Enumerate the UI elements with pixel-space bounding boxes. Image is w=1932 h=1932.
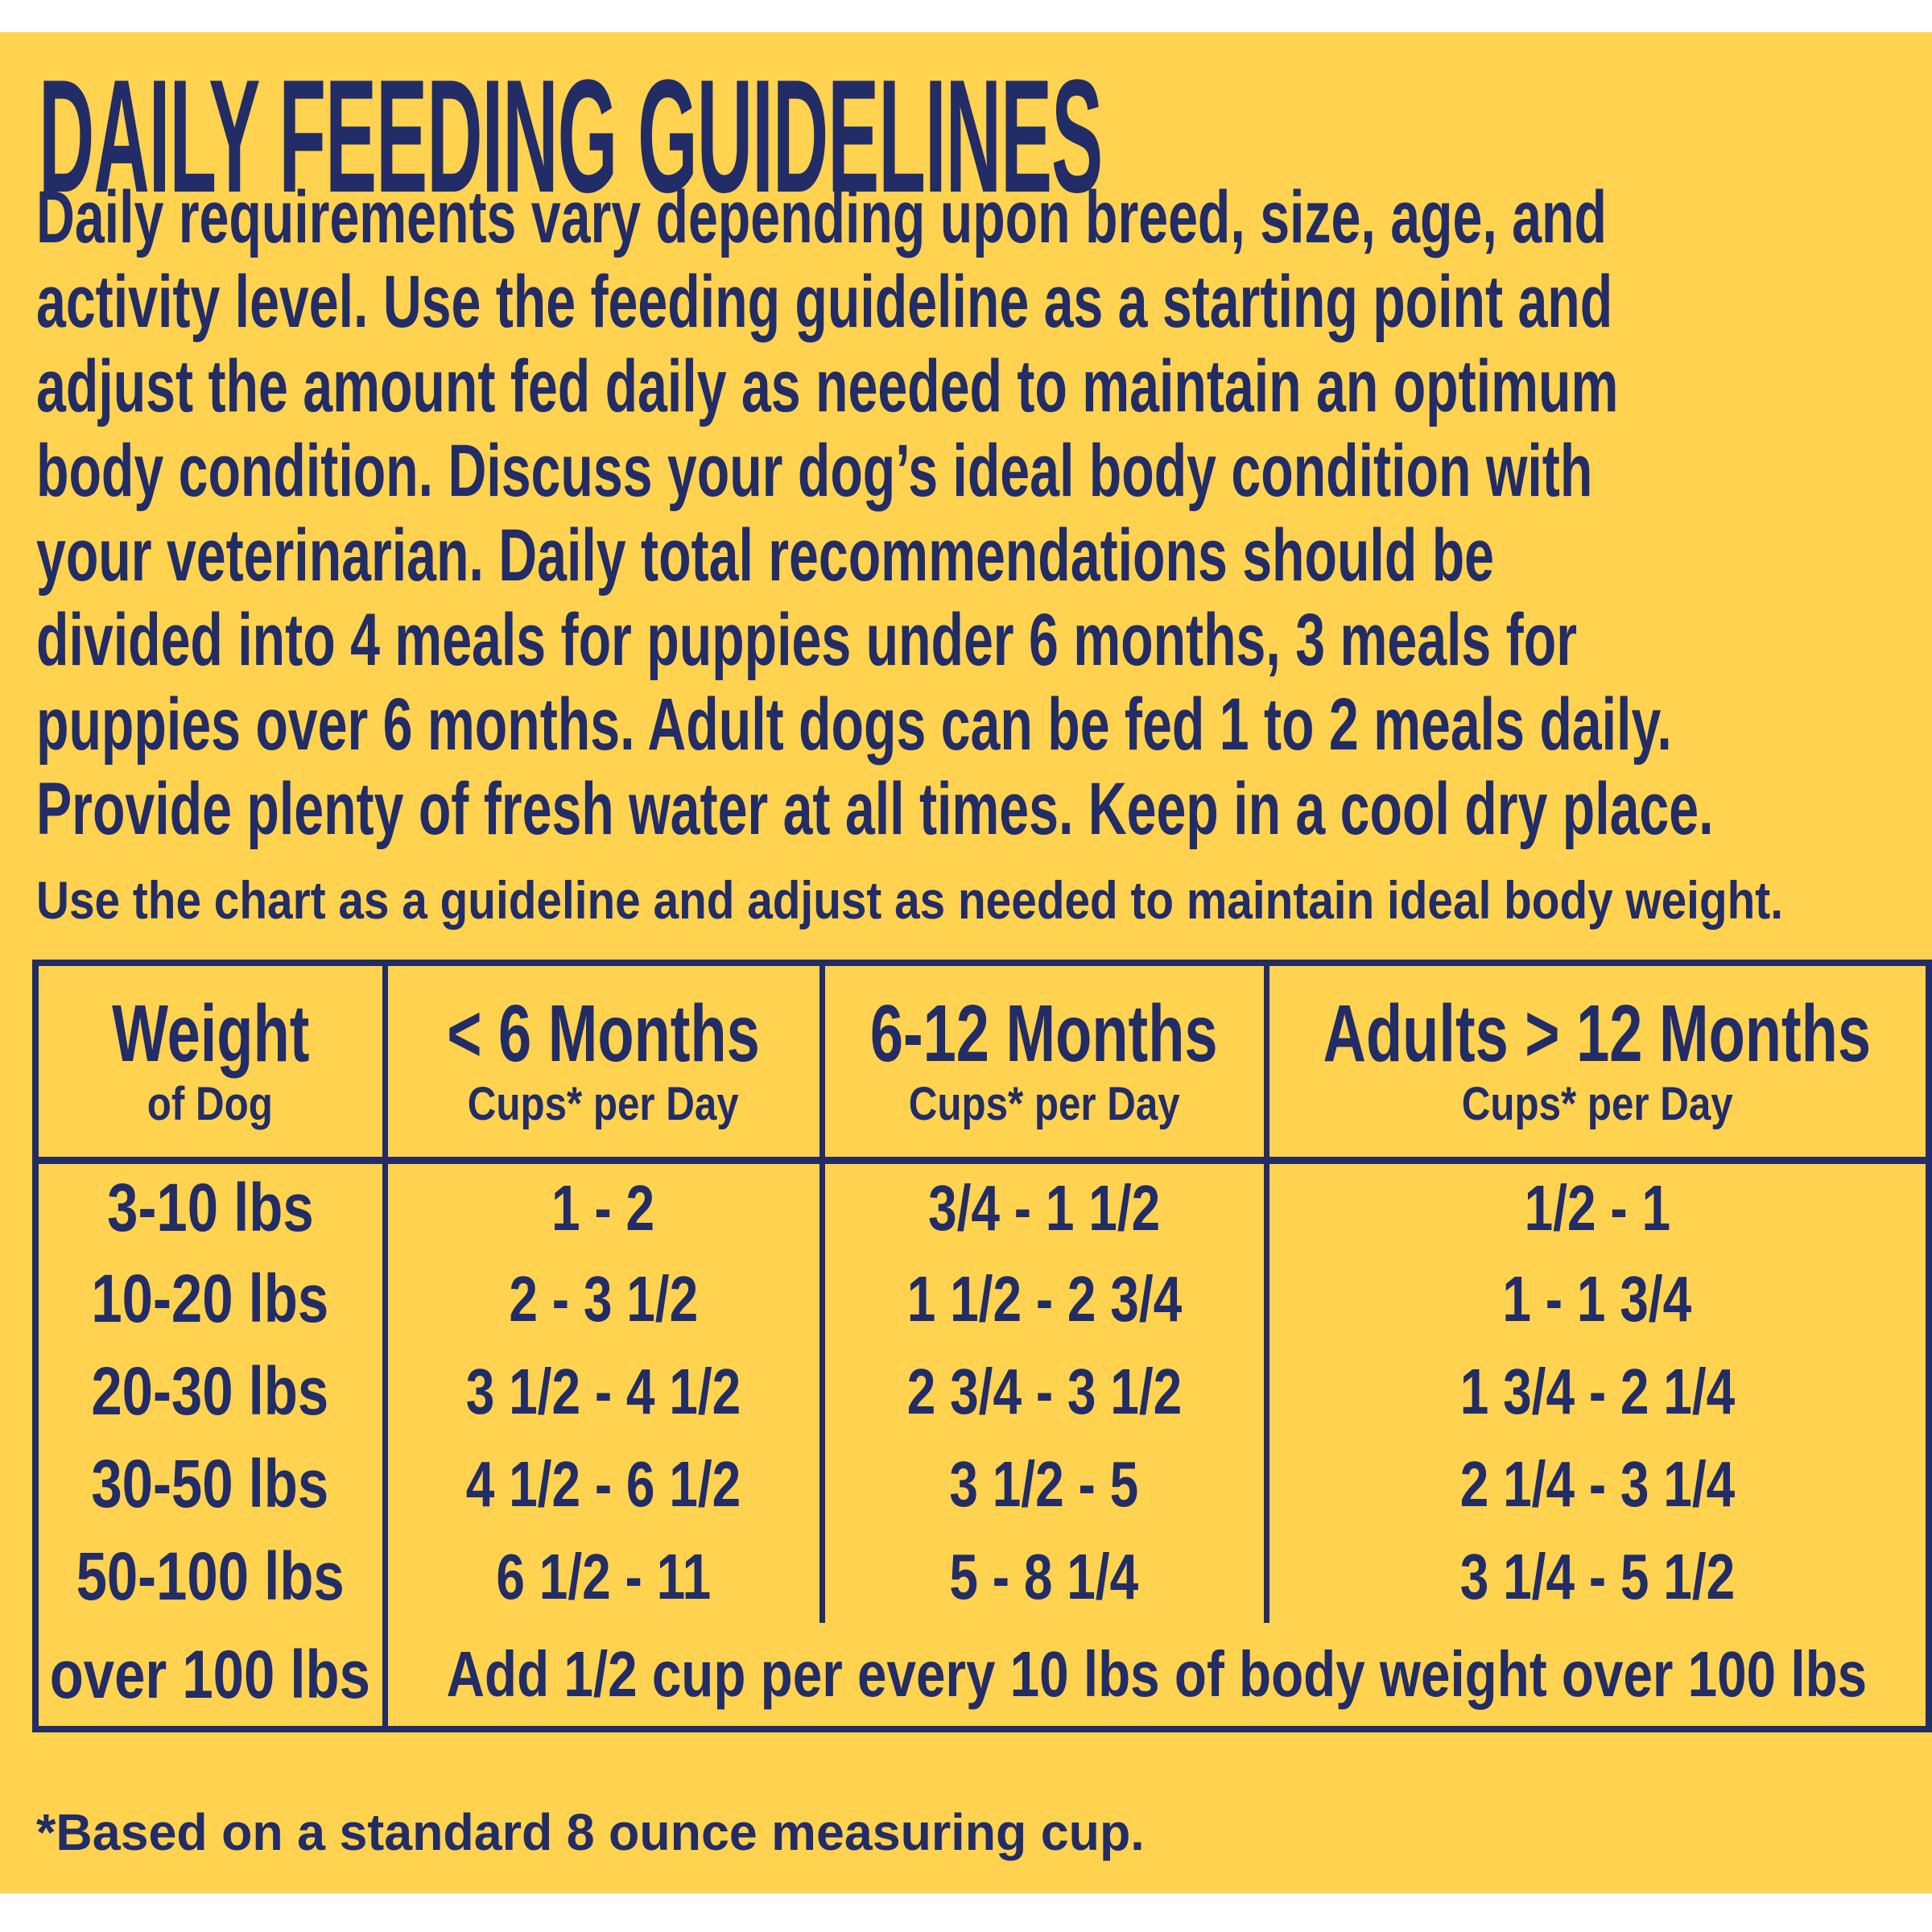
- over-100-note-cell: Add 1/2 cup per every 10 lbs of body wei…: [382, 1623, 1932, 1729]
- header-label: Adults > 12 Months: [1323, 989, 1872, 1080]
- column-header-under-6-months: < 6 Months Cups* per Day: [382, 963, 825, 1164]
- column-header-adults: Adults > 12 Months Cups* per Day: [1263, 963, 1932, 1164]
- header-row: Weight of Dog < 6 Months Cups* per Day 6…: [32, 963, 1932, 1164]
- intro-line: Provide plenty of fresh water at all tim…: [36, 768, 1714, 850]
- intro-line: puppies over 6 months. Adult dogs can be…: [36, 683, 1672, 766]
- table-row: 10-20 lbs 2 - 3 1/2 1 1/2 - 2 3/4 1 - 1 …: [32, 1253, 1932, 1345]
- column-header-weight: Weight of Dog: [32, 963, 388, 1164]
- column-header-6-12-months: 6-12 Months Cups* per Day: [819, 963, 1269, 1164]
- value-cell: 4 1/2 - 6 1/2: [382, 1438, 825, 1530]
- header-sublabel: Cups* per Day: [468, 1078, 739, 1131]
- table-row: 20-30 lbs 3 1/2 - 4 1/2 2 3/4 - 3 1/2 1 …: [32, 1345, 1932, 1438]
- value-cell: 5 - 8 1/4: [819, 1530, 1269, 1623]
- value-cell: 1 - 2: [382, 1160, 825, 1253]
- value-cell: 1/2 - 1: [1263, 1160, 1932, 1253]
- header-label: Weight: [111, 989, 309, 1080]
- value-cell: 1 3/4 - 2 1/4: [1263, 1345, 1932, 1438]
- value-cell: 1 1/2 - 2 3/4: [819, 1253, 1269, 1345]
- table-row: 30-50 lbs 4 1/2 - 6 1/2 3 1/2 - 5 2 1/4 …: [32, 1438, 1932, 1530]
- value-cell: 3 1/2 - 5: [819, 1438, 1269, 1530]
- weight-cell: over 100 lbs: [32, 1623, 388, 1729]
- table-row-over-100: over 100 lbs Add 1/2 cup per every 10 lb…: [32, 1623, 1932, 1729]
- value-cell: 3 1/2 - 4 1/2: [382, 1345, 825, 1438]
- header-label: < 6 Months: [447, 989, 760, 1080]
- header-sublabel: Cups* per Day: [908, 1078, 1180, 1131]
- intro-paragraph: Daily requirements vary depending upon b…: [36, 175, 1932, 852]
- weight-cell: 20-30 lbs: [32, 1345, 388, 1438]
- intro-line: Daily requirements vary depending upon b…: [36, 176, 1607, 258]
- page-title-text: DAILY FEEDING GUIDELINES: [39, 47, 1103, 226]
- header-label: 6-12 Months: [870, 989, 1218, 1080]
- value-cell: 2 1/4 - 3 1/4: [1263, 1438, 1932, 1530]
- weight-cell: 30-50 lbs: [32, 1438, 388, 1530]
- footnote: *Based on a standard 8 ounce measuring c…: [36, 1803, 1145, 1861]
- table-row: 3-10 lbs 1 - 2 3/4 - 1 1/2 1/2 - 1: [32, 1160, 1932, 1253]
- table-row: 50-100 lbs 6 1/2 - 11 5 - 8 1/4 3 1/4 - …: [32, 1530, 1932, 1623]
- value-cell: 1 - 1 3/4: [1263, 1253, 1932, 1345]
- value-cell: 6 1/2 - 11: [382, 1530, 825, 1623]
- value-cell: 3/4 - 1 1/2: [819, 1160, 1269, 1253]
- intro-line: body condition. Discuss your dog’s ideal…: [36, 430, 1593, 512]
- page-title: DAILY FEEDING GUIDELINES: [39, 56, 1932, 217]
- value-cell: 2 - 3 1/2: [382, 1253, 825, 1345]
- weight-cell: 50-100 lbs: [32, 1530, 388, 1623]
- value-cell: 3 1/4 - 5 1/2: [1263, 1530, 1932, 1623]
- value-cell: 2 3/4 - 3 1/2: [819, 1345, 1269, 1438]
- header-sublabel: of Dog: [147, 1078, 274, 1131]
- intro-line: your veterinarian. Daily total recommend…: [36, 514, 1494, 597]
- feeding-table: Weight of Dog < 6 Months Cups* per Day 6…: [32, 960, 1932, 1732]
- chart-note: Use the chart as a guideline and adjust …: [36, 870, 1783, 930]
- intro-line: divided into 4 meals for puppies under 6…: [36, 599, 1577, 681]
- weight-cell: 3-10 lbs: [32, 1160, 388, 1253]
- weight-cell: 10-20 lbs: [32, 1253, 388, 1345]
- intro-line: adjust the amount fed daily as needed to…: [36, 345, 1619, 427]
- intro-line: activity level. Use the feeding guidelin…: [36, 261, 1613, 343]
- header-sublabel: Cups* per Day: [1461, 1078, 1733, 1131]
